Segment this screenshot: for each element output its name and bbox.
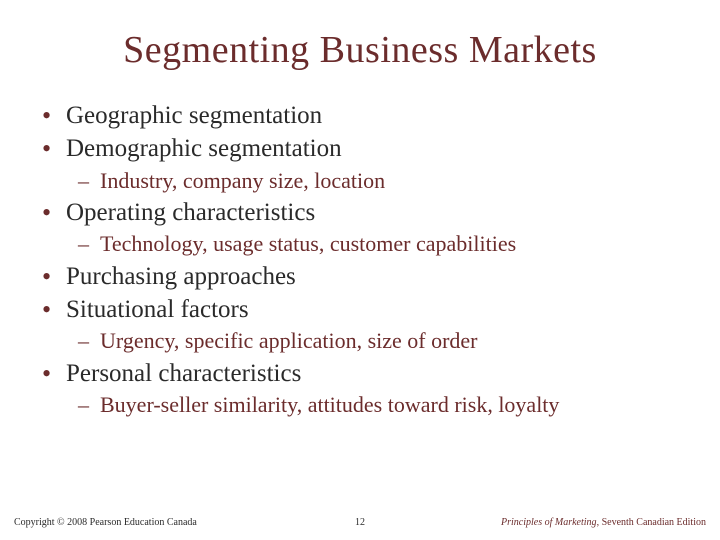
slide-content: Geographic segmentation Demographic segm… xyxy=(28,100,692,420)
bullet-situational-sub: Urgency, specific application, size of o… xyxy=(100,327,692,356)
bullet-demographic: Demographic segmentation xyxy=(66,133,692,164)
bullet-personal-sub: Buyer-seller similarity, attitudes towar… xyxy=(100,391,692,420)
slide-container: Segmenting Business Markets Geographic s… xyxy=(0,0,720,420)
bullet-operating-sub: Technology, usage status, customer capab… xyxy=(100,230,692,259)
footer-book-edition: , Seventh Canadian Edition xyxy=(597,517,706,528)
footer-book-title: Principles of Marketing, Seventh Canadia… xyxy=(501,517,706,528)
slide-footer: Copyright © 2008 Pearson Education Canad… xyxy=(0,517,720,528)
bullet-situational: Situational factors xyxy=(66,294,692,325)
bullet-purchasing: Purchasing approaches xyxy=(66,261,692,292)
bullet-demographic-sub: Industry, company size, location xyxy=(100,167,692,196)
bullet-geographic: Geographic segmentation xyxy=(66,100,692,131)
footer-page-number: 12 xyxy=(355,517,365,528)
footer-book-italic: Principles of Marketing xyxy=(501,517,597,528)
slide-title: Segmenting Business Markets xyxy=(28,28,692,72)
bullet-personal: Personal characteristics xyxy=(66,358,692,389)
footer-copyright: Copyright © 2008 Pearson Education Canad… xyxy=(14,517,197,528)
bullet-operating: Operating characteristics xyxy=(66,197,692,228)
